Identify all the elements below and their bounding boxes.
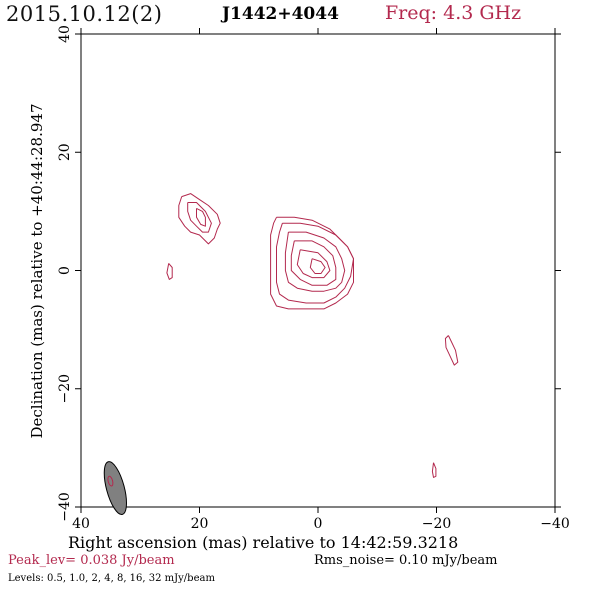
frequency-label: Freq: 4.3 GHz <box>385 2 522 24</box>
observation-date: 2015.10.12(2) <box>6 2 163 26</box>
restoring-beam-outline <box>107 475 114 487</box>
contour-jet-knot-1 <box>187 202 212 233</box>
source-name: J1442+4044 <box>222 4 339 24</box>
contour-spot-south-0 <box>431 462 437 478</box>
peak-level: Peak_lev= 0.038 Jy/beam <box>8 553 175 568</box>
x-tick-label: 20 <box>191 516 209 532</box>
plot-frame <box>80 33 556 508</box>
contour-core-0 <box>270 216 354 310</box>
contour-levels: Levels: 0.5, 1.0, 2, 4, 8, 16, 32 mJy/be… <box>8 573 215 584</box>
x-tick-label: −40 <box>540 516 570 532</box>
y-tick-label: 0 <box>57 266 73 275</box>
y-tick-label: −20 <box>57 374 73 404</box>
y-tick-label: 40 <box>57 25 73 43</box>
y-tick-label: −40 <box>57 492 73 522</box>
contour-jet-knot-0 <box>178 193 221 245</box>
x-tick-label: 40 <box>72 516 90 532</box>
contour-core-1 <box>276 222 354 304</box>
contour-spot-sw-0 <box>444 335 459 366</box>
x-tick-label: −20 <box>422 516 452 532</box>
x-tick-label: 0 <box>314 516 323 532</box>
contour-core-3 <box>290 240 337 286</box>
contour-core-2 <box>284 231 346 292</box>
x-axis-label: Right ascension (mas) relative to 14:42:… <box>68 533 459 552</box>
contour-jet-knot-2 <box>196 207 206 227</box>
contour-spot-east-0 <box>166 263 173 280</box>
rms-noise: Rms_noise= 0.10 mJy/beam <box>314 553 498 568</box>
restoring-beam <box>103 461 127 516</box>
contour-core-4 <box>296 249 331 279</box>
y-axis-label: Declination (mas) relative to +40:44:28.… <box>28 103 46 439</box>
y-tick-label: 20 <box>57 143 73 161</box>
contour-core-5 <box>309 258 326 274</box>
